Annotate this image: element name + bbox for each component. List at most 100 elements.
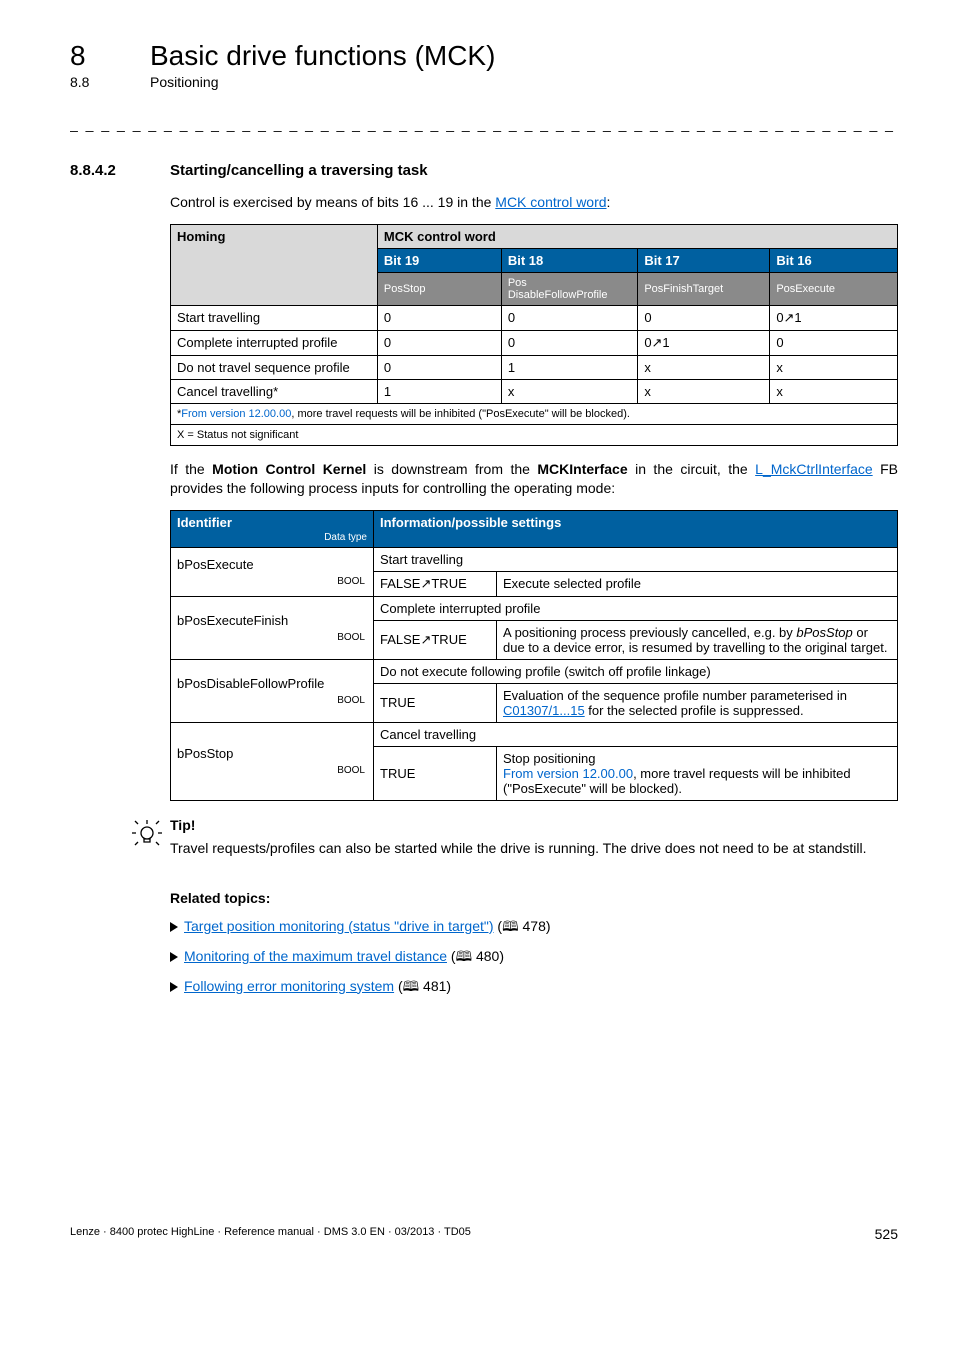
cell: x [638,355,770,379]
data-type: BOOL [177,765,367,776]
cell: 0 [501,305,637,330]
cell: 0↗1 [770,305,898,330]
cell: 0↗1 [638,330,770,355]
section-title: Positioning [150,74,219,90]
triangle-icon [170,949,178,965]
bit18-header: Bit 18 [501,248,637,272]
intro-paragraph: Control is exercised by means of bits 16… [170,193,898,212]
cell: x [638,379,770,403]
cell: x [501,379,637,403]
row-label: Cancel travelling* [171,379,378,403]
page-ref: (🕮 481) [398,978,451,994]
data-type: BOOL [177,632,367,643]
identifier-name: bPosExecute [177,557,254,572]
cell: 0 [638,305,770,330]
triangle-icon [170,979,178,995]
section-number: 8.8 [70,74,150,90]
table-row: Complete interrupted profile 0 0 0↗1 0 [171,330,898,355]
desc-cell: A positioning process previously cancell… [497,620,898,659]
row-label: Start travelling [171,305,378,330]
mp-b: MCKInterface [537,461,627,477]
chapter-title: Basic drive functions (MCK) [150,40,495,72]
intro-suffix: : [607,194,611,210]
posfinish-header: PosFinishTarget [638,272,770,305]
desc-cell: Evaluation of the sequence profile numbe… [497,683,898,722]
desc-em: bPosStop [796,625,852,640]
mp-t: in the circuit, the [628,461,756,477]
tip-block: Tip! Travel requests/profiles can also b… [130,817,898,870]
row-title: Cancel travelling [374,722,898,746]
table-row: bPosExecute BOOL Start travelling [171,547,898,571]
desc-line1: Stop positioning [503,751,596,766]
cell: 0 [770,330,898,355]
desc-cell: Stop positioning From version 12.00.00, … [497,746,898,800]
homing-header: Homing [171,224,378,305]
desc-pre: Evaluation of the sequence profile numbe… [503,688,847,703]
row-label: Do not travel sequence profile [171,355,378,379]
table-row: bPosStop BOOL Cancel travelling [171,722,898,746]
mck-control-word-link[interactable]: MCK control word [495,194,606,210]
footnote-post: , more travel requests will be inhibited… [291,408,630,420]
cell: x [770,355,898,379]
desc-post: for the selected profile is suppressed. [585,703,804,718]
posdisable-header: Pos DisableFollowProfile [501,272,637,305]
row-title: Start travelling [374,547,898,571]
row-title: Do not execute following profile (switch… [374,659,898,683]
identifier-name: bPosStop [177,746,233,761]
data-type: BOOL [177,695,367,706]
footnote2: X = Status not significant [171,424,898,445]
mp-b: Motion Control Kernel [212,461,366,477]
footer-text: Lenze · 8400 protec HighLine · Reference… [70,1226,471,1242]
info-header: Information/possible settings [374,510,898,547]
identifier-name: bPosDisableFollowProfile [177,676,324,691]
mp-t: If the [170,461,212,477]
related-title: Related topics: [170,890,898,906]
separator: _ _ _ _ _ _ _ _ _ _ _ _ _ _ _ _ _ _ _ _ … [70,116,898,132]
cell: 0 [501,330,637,355]
related-item: Following error monitoring system (🕮 481… [170,976,898,1000]
cell: 0 [377,305,501,330]
table-row: bPosDisableFollowProfile BOOL Do not exe… [171,659,898,683]
cell: 0 [377,355,501,379]
value-cell: FALSE↗TRUE [374,620,497,659]
related-link[interactable]: Target position monitoring (status "driv… [184,918,494,934]
data-type: BOOL [177,576,367,587]
datatype-header: Data type [177,532,367,543]
triangle-icon [170,919,178,935]
desc-cell: Execute selected profile [497,571,898,596]
homing-table: Homing MCK control word Bit 19 Bit 18 Bi… [170,224,898,446]
table-row: bPosExecuteFinish BOOL Complete interrup… [171,596,898,620]
page-number: 481 [423,978,446,994]
related-link[interactable]: Monitoring of the maximum travel distanc… [184,948,447,964]
chapter-number: 8 [70,40,150,72]
identifier-table: Identifier Data type Information/possibl… [170,510,898,801]
bit17-header: Bit 17 [638,248,770,272]
c01307-link[interactable]: C01307/1...15 [503,703,585,718]
subsection-title: Starting/cancelling a traversing task [170,162,428,179]
mp-t: is downstream from the [366,461,537,477]
mck-header: MCK control word [377,224,897,248]
bit16-header: Bit 16 [770,248,898,272]
cell: x [770,379,898,403]
bit19-header: Bit 19 [377,248,501,272]
identifier-header: Identifier [177,515,232,530]
value-cell: TRUE [374,746,497,800]
version-link[interactable]: From version 12.00.00 [503,766,633,781]
mckctrl-link[interactable]: L_MckCtrlInterface [755,461,872,477]
version-link[interactable]: From version 12.00.00 [181,408,291,420]
tip-title: Tip! [170,817,898,833]
value-cell: TRUE [374,683,497,722]
related-item: Target position monitoring (status "driv… [170,916,898,940]
page-number: 480 [476,948,499,964]
page-ref: (🕮 478) [497,918,550,934]
table-footnote: *From version 12.00.00, more travel requ… [171,403,898,424]
related-link[interactable]: Following error monitoring system [184,978,394,994]
identifier-name: bPosExecuteFinish [177,613,288,628]
table-row: Do not travel sequence profile 0 1 x x [171,355,898,379]
posexecute-header: PosExecute [770,272,898,305]
page-ref: (🕮 480) [451,948,504,964]
row-title: Complete interrupted profile [374,596,898,620]
desc-pre: A positioning process previously cancell… [503,625,796,640]
footer-page: 525 [875,1226,898,1242]
related-item: Monitoring of the maximum travel distanc… [170,946,898,970]
